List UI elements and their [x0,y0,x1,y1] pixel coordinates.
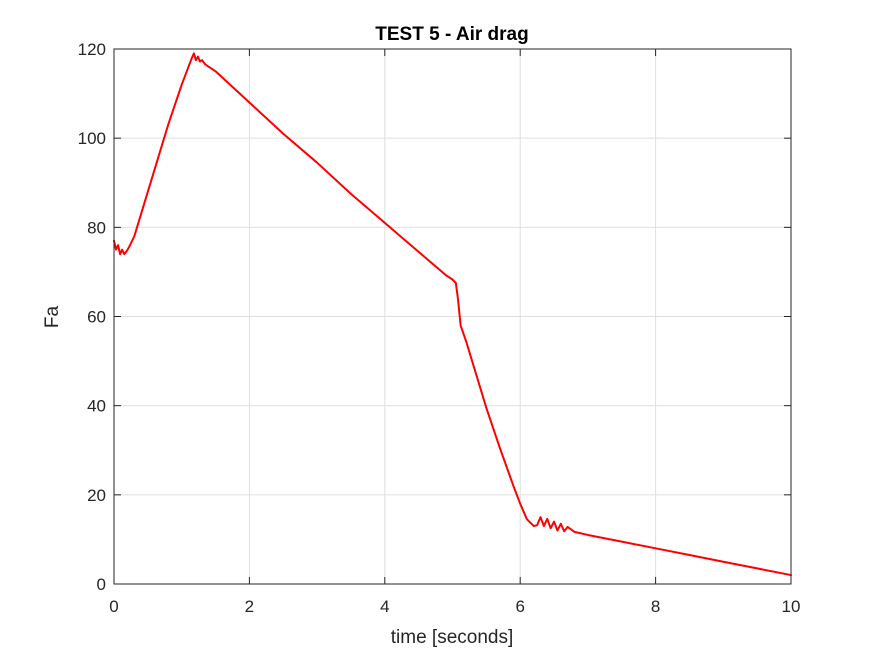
y-tick-label: 40 [87,397,106,416]
data-layer [113,52,792,577]
x-tick-label: 0 [109,597,118,616]
x-tick-label: 6 [515,597,524,616]
chart-title: TEST 5 - Air drag [375,24,528,45]
x-tick-label: 10 [782,597,801,616]
x-tick-label: 2 [245,597,254,616]
axis-ticks [113,48,792,585]
y-tick-labels: 0 20 40 60 80 100 120 [78,40,106,594]
x-tick-label: 4 [380,597,389,616]
x-axis-label: time [seconds] [391,627,514,648]
x-tick-label: 8 [651,597,660,616]
y-tick-label: 120 [78,40,106,59]
y-tick-label: 0 [97,575,106,594]
y-tick-label: 80 [87,218,106,237]
y-axis-label: Fa [42,305,63,328]
y-tick-label: 100 [78,129,106,148]
x-tick-labels: 0 2 4 6 8 10 [109,597,800,616]
y-tick-label: 60 [87,308,106,327]
y-tick-label: 20 [87,486,106,505]
air-drag-series-line [113,52,792,577]
